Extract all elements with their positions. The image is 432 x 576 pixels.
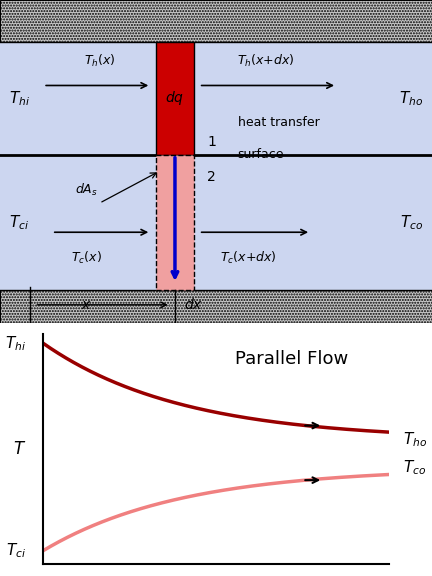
Text: $x$: $x$ <box>81 298 92 312</box>
Bar <box>0 290 432 323</box>
Text: $T_{co}$: $T_{co}$ <box>403 458 426 477</box>
Bar <box>0 0 432 42</box>
Text: $T_{hi}$: $T_{hi}$ <box>9 89 30 108</box>
Text: $T_{ho}$: $T_{ho}$ <box>403 431 427 449</box>
Text: $dq$: $dq$ <box>165 89 184 107</box>
Bar <box>156 42 194 155</box>
Text: $dA_s$: $dA_s$ <box>75 182 98 198</box>
Text: $T_c(x)$: $T_c(x)$ <box>71 250 102 266</box>
Text: Parallel Flow: Parallel Flow <box>235 350 349 368</box>
Text: $T_h(x{+}dx)$: $T_h(x{+}dx)$ <box>237 53 294 69</box>
Text: $T_{ci}$: $T_{ci}$ <box>9 213 29 232</box>
Text: 1: 1 <box>207 135 216 149</box>
Text: $T_{ci}$: $T_{ci}$ <box>6 541 26 560</box>
Text: $T_{hi}$: $T_{hi}$ <box>5 334 26 353</box>
Bar <box>0 155 432 290</box>
Text: surface: surface <box>238 149 284 161</box>
Text: $T_{ho}$: $T_{ho}$ <box>399 89 423 108</box>
Text: heat transfer: heat transfer <box>238 116 319 129</box>
Text: $T$: $T$ <box>13 440 26 458</box>
Text: $T_c(x{+}dx)$: $T_c(x{+}dx)$ <box>220 250 277 266</box>
Text: $dx$: $dx$ <box>184 297 203 312</box>
Text: 2: 2 <box>207 170 216 184</box>
Bar <box>156 155 194 290</box>
Text: $T_h(x)$: $T_h(x)$ <box>83 53 115 69</box>
Bar <box>0 42 432 155</box>
Text: $T_{co}$: $T_{co}$ <box>400 213 423 232</box>
